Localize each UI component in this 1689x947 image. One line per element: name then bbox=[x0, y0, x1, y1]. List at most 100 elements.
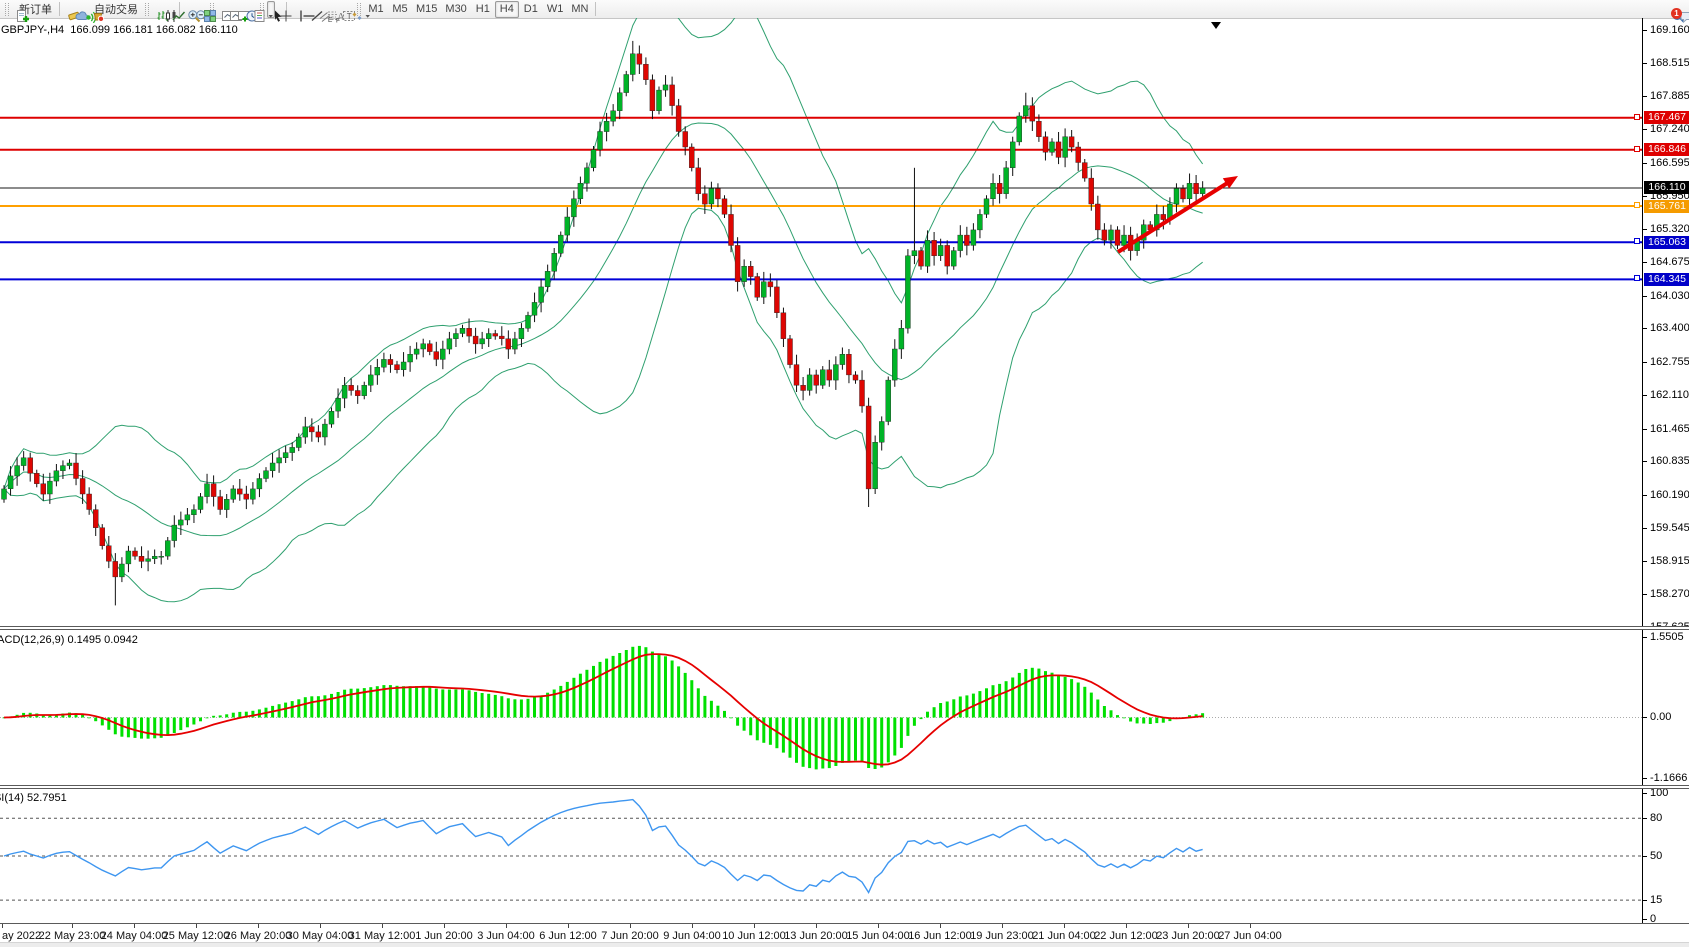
level-drag-handle[interactable] bbox=[1634, 114, 1640, 120]
time-tick-label: 22 May 23:00 bbox=[38, 930, 106, 942]
pane-separator[interactable] bbox=[0, 626, 1689, 630]
time-tick-label: 7 Jun 20:00 bbox=[601, 930, 659, 942]
bar-chart-button[interactable] bbox=[152, 1, 169, 21]
toolbar-grip[interactable] bbox=[260, 2, 264, 16]
line-chart-button[interactable] bbox=[168, 1, 186, 21]
time-tick bbox=[72, 924, 73, 928]
rsi-tick-dash bbox=[1642, 919, 1647, 920]
time-tick-label: 27 Jun 04:00 bbox=[1218, 930, 1282, 942]
rsi-tick-label: 15 bbox=[1650, 894, 1663, 906]
templates-button[interactable] bbox=[249, 1, 273, 22]
notifications-button[interactable]: 1 bbox=[1671, 1, 1689, 24]
candlestick-chart-button[interactable] bbox=[160, 1, 176, 22]
time-tick bbox=[940, 924, 941, 928]
price-level-badge: 166.846 bbox=[1644, 143, 1689, 156]
price-tick-dash bbox=[1642, 429, 1647, 430]
pane-separator[interactable] bbox=[0, 785, 1689, 789]
price-level-badge: 167.467 bbox=[1644, 111, 1689, 124]
price-tick-dash bbox=[1642, 30, 1647, 31]
autotrading-button[interactable]: 自动交易 bbox=[87, 1, 142, 23]
time-tick bbox=[1064, 924, 1065, 928]
price-tick-label: 161.465 bbox=[1650, 423, 1689, 435]
macd-tick-label: 1.5505 bbox=[1650, 631, 1684, 643]
macd-tick-dash bbox=[1642, 778, 1647, 779]
price-level-badge: 166.110 bbox=[1644, 181, 1689, 194]
price-tick-dash bbox=[1642, 262, 1647, 263]
price-tick-dash bbox=[1642, 196, 1647, 197]
time-tick bbox=[1188, 924, 1189, 928]
level-drag-handle[interactable] bbox=[1634, 202, 1640, 208]
timeframe-h4[interactable]: H4 bbox=[494, 0, 519, 18]
fibonacci-button[interactable]: F bbox=[322, 1, 340, 23]
price-tick-label: 169.160 bbox=[1650, 24, 1689, 36]
rsi-tick-dash bbox=[1642, 818, 1647, 819]
toolbar-grip[interactable] bbox=[5, 2, 9, 16]
time-tick-label: 24 May 04:00 bbox=[100, 930, 168, 942]
separator bbox=[595, 2, 597, 16]
time-tick-label: 26 May 20:00 bbox=[224, 930, 292, 942]
price-tick-label: 168.515 bbox=[1650, 57, 1689, 69]
time-tick bbox=[630, 924, 631, 928]
price-tick-dash bbox=[1642, 63, 1647, 64]
time-tick bbox=[196, 924, 197, 928]
time-tick bbox=[568, 924, 569, 928]
timeframe-m5[interactable]: M5 bbox=[388, 1, 412, 18]
time-tick bbox=[878, 924, 879, 928]
timeframe-mn[interactable]: MN bbox=[567, 1, 592, 18]
crosshair-button[interactable] bbox=[275, 1, 292, 22]
price-tick-dash bbox=[1642, 96, 1647, 97]
arrows-button[interactable] bbox=[346, 1, 370, 20]
trendline-button[interactable] bbox=[306, 1, 323, 22]
price-tick-dash bbox=[1642, 129, 1647, 130]
time-tick-label: 30 May 04:00 bbox=[286, 930, 354, 942]
price-tick-label: 163.400 bbox=[1650, 322, 1689, 334]
time-tick-label: 9 Jun 04:00 bbox=[663, 930, 721, 942]
timeframe-m1[interactable]: M1 bbox=[364, 1, 388, 18]
chart-shift-marker bbox=[1211, 22, 1221, 29]
level-drag-handle[interactable] bbox=[1634, 146, 1640, 152]
timeframe-h1[interactable]: H1 bbox=[471, 1, 495, 18]
toolbar-grip[interactable] bbox=[210, 2, 214, 16]
main-chart-pane[interactable] bbox=[0, 18, 1689, 626]
rsi-tick-label: 80 bbox=[1650, 812, 1663, 824]
timeframe-w1[interactable]: W1 bbox=[543, 1, 568, 18]
new-order-button[interactable]: 新订单 bbox=[12, 1, 56, 22]
cursor-button[interactable] bbox=[267, 0, 282, 22]
tile-windows-button[interactable] bbox=[199, 1, 216, 22]
toolbar-grip[interactable] bbox=[145, 2, 149, 16]
chart-title: GBPJPY-,H4 166.099 166.181 166.082 166.1… bbox=[1, 24, 238, 36]
macd-tick-dash bbox=[1642, 637, 1647, 638]
horizontal-line-button[interactable] bbox=[298, 1, 315, 18]
price-tick-dash bbox=[1642, 328, 1647, 329]
level-drag-handle[interactable] bbox=[1634, 238, 1640, 244]
time-tick bbox=[1250, 924, 1251, 928]
timeframe-m30[interactable]: M30 bbox=[441, 1, 470, 18]
trend-arrow[interactable] bbox=[1116, 180, 1231, 254]
time-tick bbox=[506, 924, 507, 928]
time-tick-label: 3 Jun 04:00 bbox=[477, 930, 535, 942]
trend-arrow-head bbox=[1222, 176, 1238, 189]
metaeditor-button[interactable] bbox=[63, 1, 80, 21]
toolbar-grip[interactable] bbox=[357, 2, 361, 16]
price-tick-label: 158.915 bbox=[1650, 555, 1689, 567]
rsi-pane[interactable] bbox=[0, 789, 1689, 922]
text-button[interactable]: A bbox=[330, 1, 345, 23]
signals-button[interactable] bbox=[79, 1, 97, 23]
macd-pane[interactable] bbox=[0, 631, 1689, 784]
separator bbox=[179, 2, 180, 16]
price-tick-dash bbox=[1642, 495, 1647, 496]
price-tick-label: 165.320 bbox=[1650, 223, 1689, 235]
window-bottom-strip bbox=[0, 942, 1689, 947]
rsi-tick-dash bbox=[1642, 900, 1647, 901]
timeframe-d1[interactable]: D1 bbox=[519, 1, 543, 18]
timeframe-m15[interactable]: M15 bbox=[412, 1, 441, 18]
separator bbox=[59, 2, 60, 16]
vertical-line-button[interactable] bbox=[290, 1, 302, 22]
price-tick-label: 162.110 bbox=[1650, 389, 1689, 401]
macd-histogram bbox=[2, 645, 1205, 770]
autoscroll-button[interactable] bbox=[217, 1, 234, 21]
price-tick-dash bbox=[1642, 296, 1647, 297]
macd-tick-label: -1.1666 bbox=[1650, 772, 1688, 784]
level-drag-handle[interactable] bbox=[1634, 275, 1640, 281]
